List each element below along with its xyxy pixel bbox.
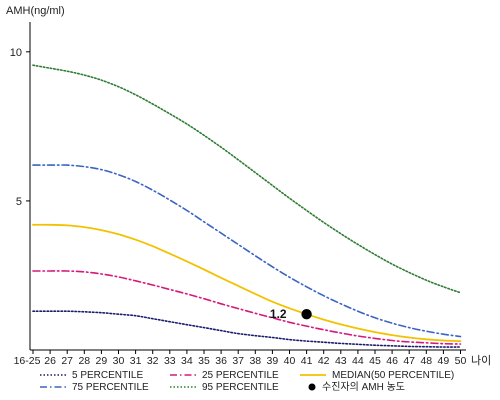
x-tick-label: 34 (181, 355, 193, 367)
x-tick-label: 40 (284, 355, 296, 367)
x-tick-label: 33 (164, 355, 176, 367)
x-tick-label: 50 (455, 355, 467, 367)
x-tick-label: 35 (198, 355, 210, 367)
patient-amh-value-label: 1.2 (270, 307, 287, 321)
x-tick-label: 38 (249, 355, 261, 367)
y-tick-label: 10 (10, 47, 22, 59)
legend: 5 PERCENTILE 25 PERCENTILE MEDIAN(50 PERCE… (40, 370, 454, 393)
legend-label: MEDIAN(50 PERCENTILE) (332, 370, 454, 381)
x-tick-label: 36 (215, 355, 227, 367)
x-tick-label: 39 (267, 355, 279, 367)
plot-area: 5 10 16-25 26 27 28 29 30 31 32 33 34 35 36 37 38 39 40 4… (10, 22, 467, 367)
y-tick-label: 5 (16, 196, 22, 208)
x-axis-title: 나이 (471, 354, 491, 367)
y-axis-title: AMH(ng/ml) (6, 5, 65, 17)
x-tick-label: 49 (438, 355, 450, 367)
legend-marker-dot (308, 383, 316, 391)
x-tick-label: 26 (44, 355, 56, 367)
y-ticks: 5 10 (10, 47, 30, 208)
legend-label: 95 PERCENTILE (202, 382, 279, 393)
x-tick-label: 30 (113, 355, 125, 367)
x-tick-label: 44 (352, 355, 364, 367)
x-tick-label: 31 (130, 355, 142, 367)
x-tick-label: 16-25 (14, 355, 41, 367)
x-tick-label: 37 (232, 355, 244, 367)
series-line-5-percentile (32, 310, 462, 348)
x-tick-label: 29 (96, 355, 108, 367)
legend-label: 5 PERCENTILE (72, 370, 143, 381)
x-tick-label: 42 (318, 355, 330, 367)
series-line-75-percentile (32, 164, 462, 338)
series-line-95-percentile (32, 64, 462, 294)
x-tick-label: 47 (403, 355, 415, 367)
series-line-median-50-percentile (32, 223, 462, 342)
x-tick-label: 48 (420, 355, 432, 367)
legend-label: 25 PERCENTILE (202, 370, 279, 381)
x-tick-label: 46 (386, 355, 398, 367)
x-tick-label: 45 (369, 355, 381, 367)
patient-marker-layer: 1.2 (270, 307, 312, 321)
x-tick-label: 41 (301, 355, 313, 367)
series-lines (32, 64, 462, 348)
patient-amh-point (301, 309, 312, 320)
x-ticks: 16-25 26 27 28 29 30 31 32 33 34 35 36 37 38 39 40 41 42 4… (14, 350, 467, 367)
series-line-25-percentile (32, 270, 462, 345)
x-tick-label: 43 (335, 355, 347, 367)
x-tick-label: 32 (147, 355, 159, 367)
legend-marker-label: 수진자의 AMH 농도 (322, 381, 405, 393)
legend-label: 75 PERCENTILE (72, 382, 149, 393)
x-tick-label: 27 (61, 355, 73, 367)
x-tick-label: 28 (78, 355, 90, 367)
